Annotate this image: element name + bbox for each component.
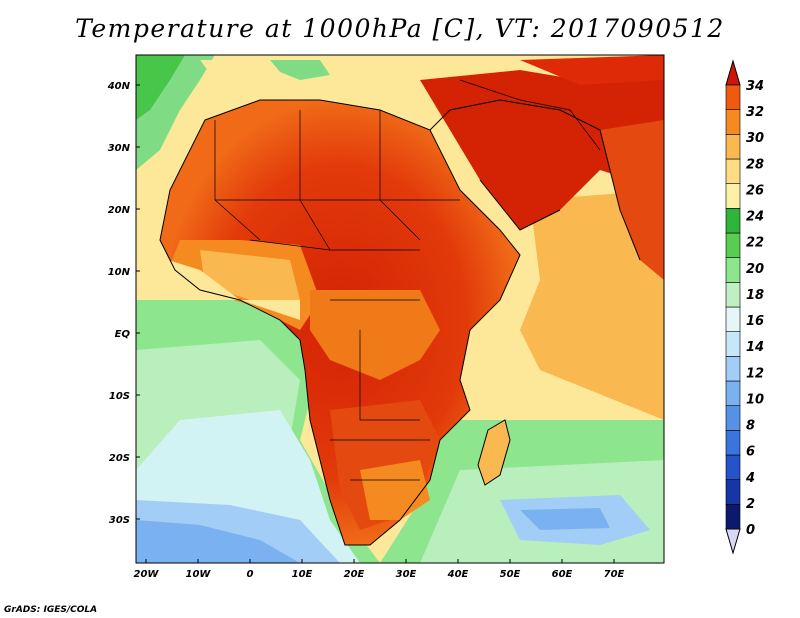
colorbar-label: 28	[746, 157, 764, 172]
colorbar-label: 8	[746, 419, 755, 434]
colorbar-label: 24	[746, 210, 764, 225]
colorbar-segment	[725, 183, 741, 209]
colorbar-segment	[725, 331, 741, 357]
colorbar-segment	[725, 84, 741, 110]
colorbar-label: 18	[746, 288, 764, 303]
colorbar-label: 6	[746, 445, 755, 460]
credit-text: GrADS: IGES/COLA	[4, 605, 98, 615]
colorbar-label: 26	[746, 183, 764, 198]
lat-axis: 40N 30N 20N 10N EQ 10S 20S 30S	[107, 81, 131, 526]
colorbar-label: 20	[746, 262, 764, 277]
lon-axis: 20W 10W 0 10E 20E 30E 40E 50E 60E 70E	[134, 569, 625, 580]
colorbar-segment	[725, 380, 741, 406]
colorbar-label: 34	[746, 79, 764, 94]
map-field	[136, 55, 664, 563]
lat-label: 10N	[108, 267, 131, 278]
colorbar-segment	[725, 479, 741, 505]
africa-coastline	[159, 99, 521, 546]
colorbar-segment	[725, 158, 741, 184]
colorbar-label: 16	[746, 314, 764, 329]
colorbar-segment	[725, 257, 741, 283]
lat-label: 20S	[109, 453, 130, 464]
colorbar-label: 14	[746, 340, 764, 355]
colorbar-max-arrow	[725, 59, 741, 86]
colorbar-segment	[725, 208, 741, 234]
map-frame	[135, 54, 665, 564]
colorbar-label: 30	[746, 131, 764, 146]
asia-coastline	[429, 99, 641, 261]
colorbar-label: 32	[746, 105, 764, 120]
lat-label: EQ	[115, 329, 131, 340]
colorbar-label: 12	[746, 366, 764, 381]
lat-label: 30S	[109, 515, 130, 526]
country-borders	[214, 79, 601, 481]
madagascar-coastline	[477, 419, 511, 486]
colorbar-min-arrow	[725, 528, 741, 555]
colorbar-label: 10	[746, 392, 764, 407]
lon-label: 30E	[396, 569, 417, 580]
colorbar-label: 2	[746, 497, 755, 512]
colorbar-segment	[725, 356, 741, 382]
lat-label: 20N	[108, 205, 131, 216]
colorbar-label: 4	[745, 471, 755, 486]
colorbar-segment	[725, 504, 741, 530]
colorbar-segment	[725, 405, 741, 431]
colorbar-segment	[725, 306, 741, 332]
lon-label: 10W	[186, 569, 212, 580]
lon-label: 60E	[552, 569, 573, 580]
colorbar-segment	[725, 134, 741, 160]
colorbar-segment	[725, 454, 741, 480]
lat-label: 40N	[107, 81, 131, 92]
colorbar-segment	[725, 109, 741, 135]
colorbar-segment	[725, 430, 741, 456]
tick-marks	[136, 84, 615, 563]
colorbar-segment	[725, 232, 741, 258]
lon-label: 70E	[604, 569, 625, 580]
lon-label: 10E	[292, 569, 313, 580]
lon-label: 40E	[447, 569, 469, 580]
lon-label: 0	[247, 569, 254, 580]
map-title: Temperature at 1000hPa [C], VT: 20170905…	[75, 14, 725, 43]
colorbar-label: 0	[746, 523, 755, 538]
lon-label: 50E	[500, 569, 521, 580]
lat-label: 30N	[108, 143, 131, 154]
lat-label: 10S	[109, 391, 130, 402]
lon-label: 20W	[134, 569, 160, 580]
lon-label: 20E	[344, 569, 365, 580]
colorbar-label: 22	[746, 236, 764, 251]
colorbar-segment	[725, 282, 741, 308]
